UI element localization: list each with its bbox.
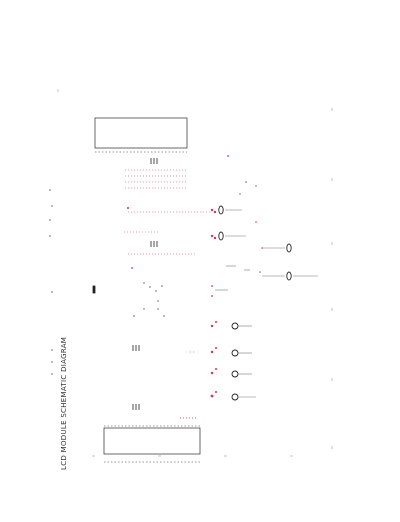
top-connector <box>94 117 188 153</box>
diagram-title: LCD MODULE SCHEMATIC DIAGRAM <box>60 336 68 470</box>
sheet-frame-marks <box>57 89 333 457</box>
bottom-connector <box>103 417 201 463</box>
transistor-symbols <box>218 205 292 401</box>
component-marks <box>92 158 158 410</box>
signal-bus-lines <box>124 169 210 353</box>
resistor-stack <box>49 181 257 375</box>
wires <box>215 209 318 398</box>
connection-dots <box>127 155 263 398</box>
